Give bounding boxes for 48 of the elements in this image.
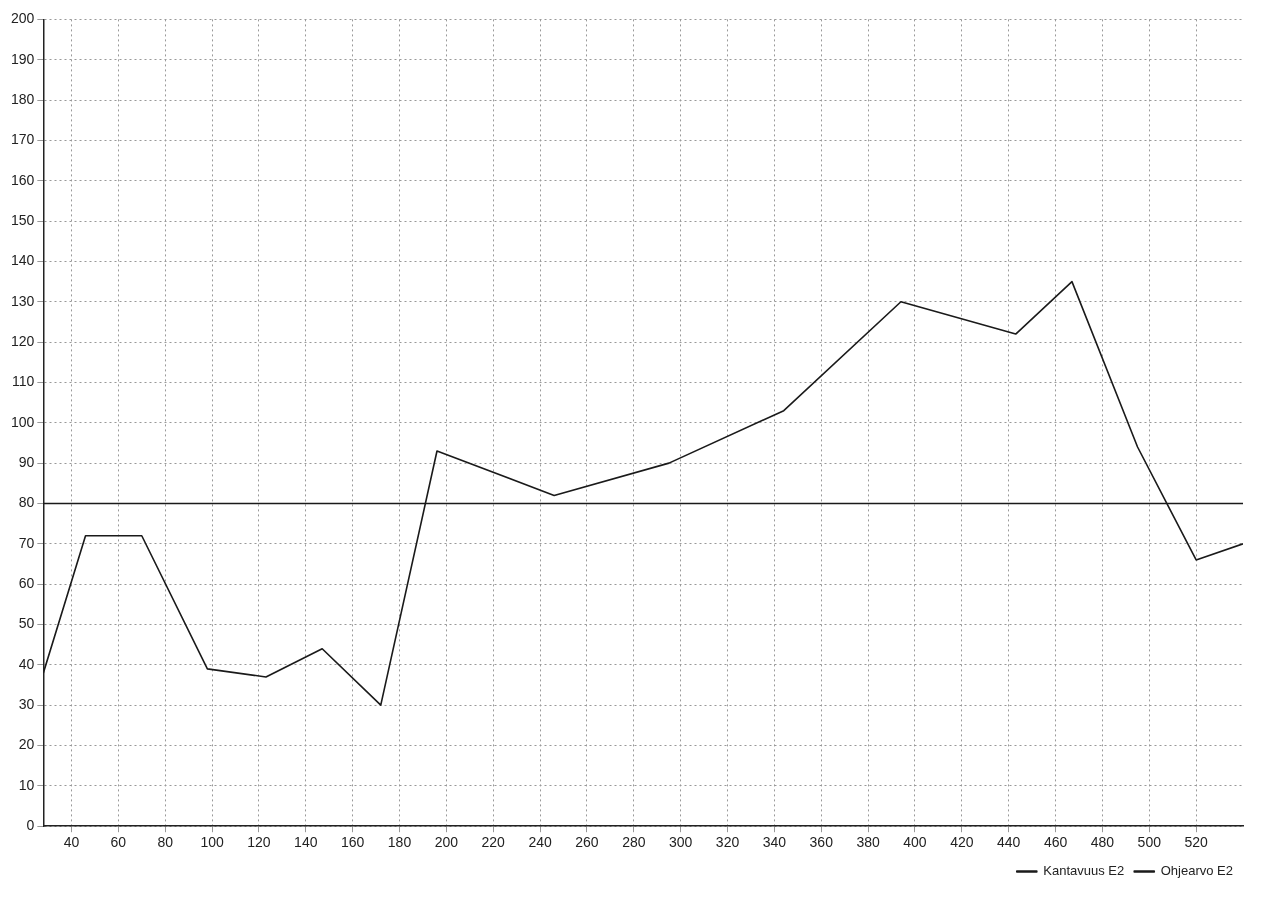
y-tick-label: 60 — [18, 575, 35, 592]
y-tick-label: 70 — [18, 534, 35, 551]
y-tick-label: 150 — [11, 211, 35, 228]
y-tick-label: 80 — [18, 494, 35, 511]
x-tick-label: 100 — [200, 834, 224, 851]
y-tick-label: 20 — [18, 736, 35, 753]
x-tick-label: 60 — [110, 834, 127, 851]
y-tick-label: 120 — [11, 332, 35, 349]
y-tick-label: 170 — [11, 131, 35, 148]
y-tick-label: 0 — [26, 817, 35, 834]
y-tick-label: 40 — [18, 655, 35, 672]
x-tick-label: 480 — [1090, 834, 1115, 851]
y-tick-label: 190 — [11, 50, 35, 67]
x-tick-label: 360 — [809, 834, 834, 851]
y-tick-label: 100 — [11, 413, 35, 430]
x-tick-label: 280 — [622, 834, 646, 851]
x-tick-label: 240 — [528, 834, 552, 851]
x-tick-label: 420 — [950, 834, 974, 851]
y-tick-label: 130 — [11, 292, 35, 309]
x-tick-label: 160 — [340, 834, 365, 851]
legend-label: Kantavuus E2 — [1043, 863, 1125, 879]
x-tick-label: 200 — [434, 834, 459, 851]
y-tick-label: 30 — [18, 696, 35, 713]
x-tick-label: 400 — [903, 834, 927, 851]
y-tick-label: 50 — [18, 615, 35, 632]
y-tick-label: 140 — [11, 252, 35, 269]
x-tick-label: 220 — [481, 834, 506, 851]
x-tick-label: 80 — [157, 834, 174, 851]
x-tick-label: 320 — [715, 834, 740, 851]
legend-label: Ohjearvo E2 — [1160, 863, 1233, 879]
y-tick-label: 110 — [12, 373, 35, 390]
y-tick-label: 10 — [18, 776, 35, 793]
x-tick-label: 180 — [387, 834, 412, 851]
x-tick-label: 500 — [1137, 834, 1162, 851]
x-tick-label: 300 — [668, 834, 693, 851]
x-tick-label: 140 — [294, 834, 318, 851]
y-tick-label: 160 — [11, 171, 35, 188]
x-tick-label: 460 — [1043, 834, 1068, 851]
y-tick-label: 90 — [18, 454, 35, 470]
x-tick-label: 260 — [575, 834, 599, 851]
x-tick-label: 440 — [997, 834, 1021, 851]
y-tick-label: 180 — [11, 90, 35, 107]
x-tick-label: 120 — [247, 834, 271, 851]
y-tick-label: 200 — [11, 10, 35, 27]
x-tick-label: 340 — [762, 834, 787, 851]
x-tick-label: 40 — [63, 834, 80, 851]
x-tick-label: 380 — [856, 834, 880, 851]
x-tick-label: 520 — [1184, 834, 1209, 851]
